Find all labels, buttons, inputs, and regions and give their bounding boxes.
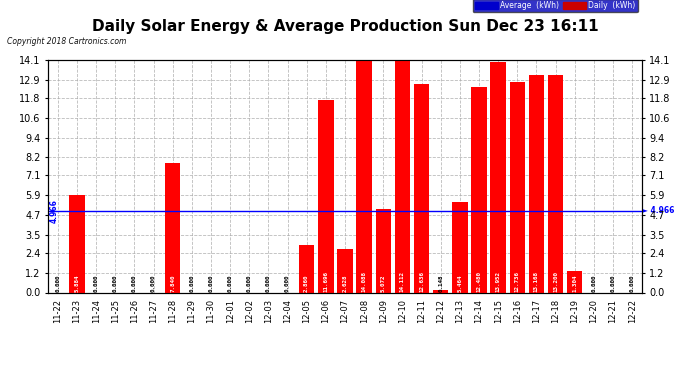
Text: 0.000: 0.000 <box>630 274 635 292</box>
Text: 13.200: 13.200 <box>553 271 558 292</box>
Text: 0.000: 0.000 <box>112 274 118 292</box>
Legend: Average  (kWh), Daily  (kWh): Average (kWh), Daily (kWh) <box>473 0 638 12</box>
Text: 0.000: 0.000 <box>228 274 233 292</box>
Text: 0.000: 0.000 <box>151 274 156 292</box>
Text: 1.304: 1.304 <box>572 274 578 292</box>
Bar <box>395 60 410 292</box>
Text: 5.464: 5.464 <box>457 274 462 292</box>
Bar <box>529 75 544 292</box>
Bar <box>357 60 372 292</box>
Text: 0.000: 0.000 <box>208 274 213 292</box>
Bar <box>414 84 429 292</box>
Bar <box>70 195 85 292</box>
Text: 12.480: 12.480 <box>477 271 482 292</box>
Bar <box>318 100 333 292</box>
Text: 5.884: 5.884 <box>75 274 79 292</box>
Bar <box>567 271 582 292</box>
Text: 0.000: 0.000 <box>55 274 60 292</box>
Bar <box>165 163 180 292</box>
Text: 5.072: 5.072 <box>381 274 386 292</box>
Text: 2.628: 2.628 <box>342 274 348 292</box>
Text: 0.000: 0.000 <box>611 274 615 292</box>
Text: 2.860: 2.860 <box>304 274 309 292</box>
Text: 13.168: 13.168 <box>534 271 539 292</box>
Bar <box>337 249 353 292</box>
Bar <box>510 82 525 292</box>
Text: ► 4.966: ► 4.966 <box>642 206 674 215</box>
Text: 0.000: 0.000 <box>285 274 290 292</box>
Text: 4.966: 4.966 <box>49 199 58 222</box>
Text: 14.112: 14.112 <box>400 271 405 292</box>
Bar <box>548 75 563 292</box>
Text: 0.000: 0.000 <box>189 274 195 292</box>
Text: 13.952: 13.952 <box>495 271 501 292</box>
Text: 14.088: 14.088 <box>362 271 366 292</box>
Text: 12.736: 12.736 <box>515 271 520 292</box>
Text: 12.636: 12.636 <box>419 271 424 292</box>
Text: 0.000: 0.000 <box>247 274 252 292</box>
Bar <box>491 63 506 292</box>
Text: 7.840: 7.840 <box>170 274 175 292</box>
Text: 0.000: 0.000 <box>591 274 596 292</box>
Bar <box>452 202 468 292</box>
Text: Copyright 2018 Cartronics.com: Copyright 2018 Cartronics.com <box>7 38 126 46</box>
Bar <box>375 209 391 292</box>
Text: Daily Solar Energy & Average Production Sun Dec 23 16:11: Daily Solar Energy & Average Production … <box>92 19 598 34</box>
Bar <box>471 87 486 292</box>
Bar <box>433 290 448 292</box>
Text: 0.000: 0.000 <box>266 274 271 292</box>
Text: 0.000: 0.000 <box>94 274 99 292</box>
Text: 0.000: 0.000 <box>132 274 137 292</box>
Text: 11.696: 11.696 <box>324 271 328 292</box>
Text: 0.148: 0.148 <box>438 274 443 292</box>
Bar <box>299 245 315 292</box>
